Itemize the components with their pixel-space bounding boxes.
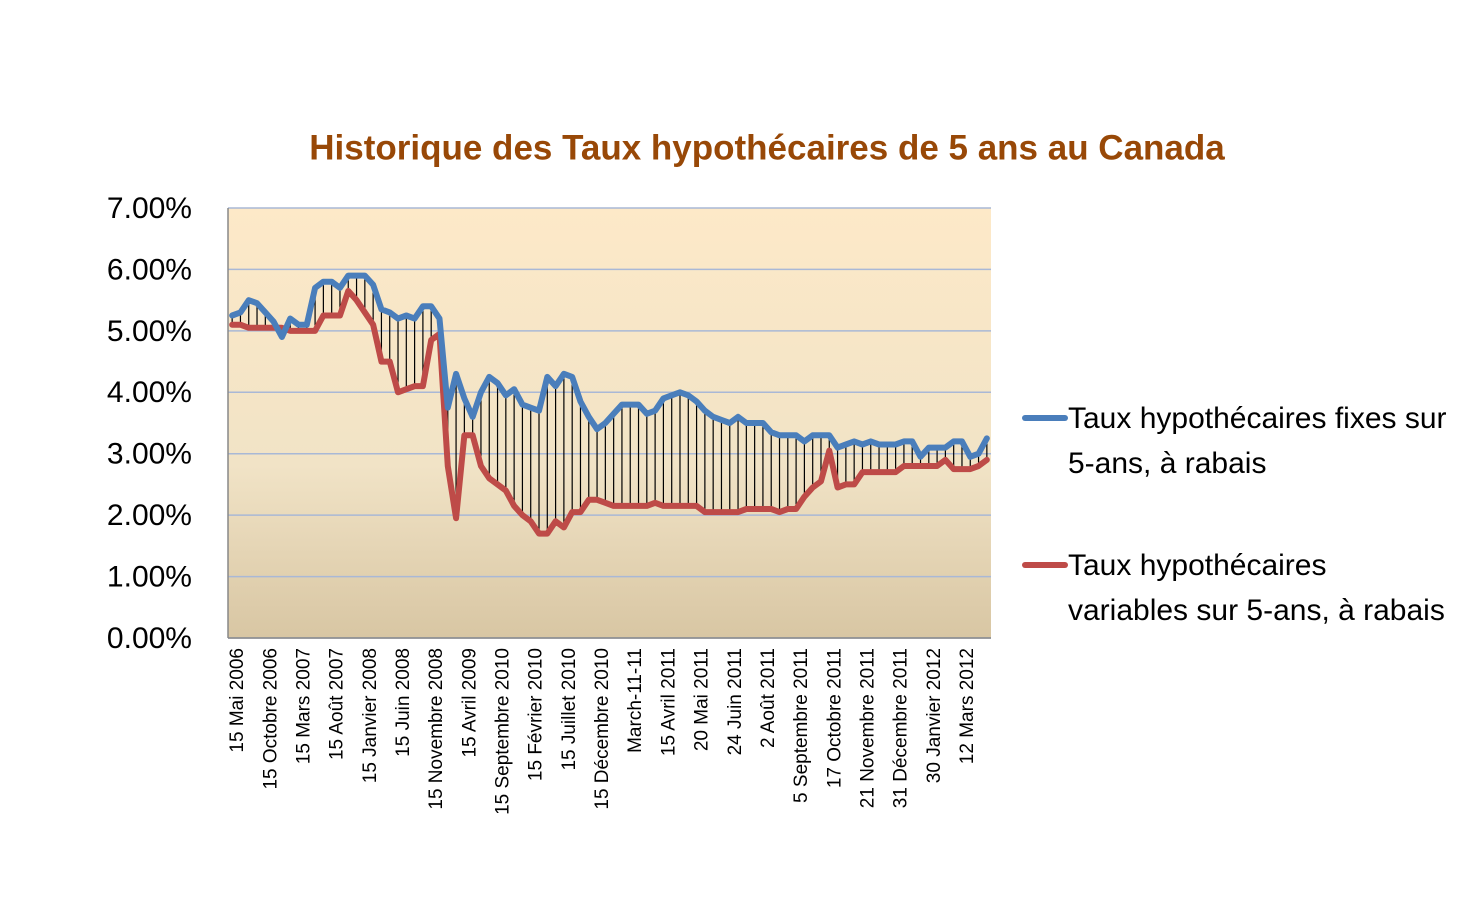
chart-title: Historique des Taux hypothécaires de 5 a… <box>309 128 1225 167</box>
x-tick-label: 12 Mars 2012 <box>957 648 978 764</box>
plot-area <box>228 208 991 638</box>
y-tick-label: 7.00% <box>107 192 192 225</box>
y-tick-label: 3.00% <box>107 438 192 471</box>
x-tick-label: 15 Mars 2007 <box>294 648 315 764</box>
y-tick-label: 0.00% <box>107 622 192 655</box>
x-tick-label: 15 Mai 2006 <box>227 648 248 753</box>
y-tick-label: 1.00% <box>107 560 192 593</box>
x-tick-label: 2 Août 2011 <box>758 648 779 748</box>
x-tick-label: 15 Octobre 2006 <box>260 648 281 790</box>
x-tick-label: 15 Décembre 2010 <box>592 648 613 810</box>
x-tick-label: 15 Janvier 2008 <box>360 648 381 783</box>
x-tick-label: 15 Avril 2009 <box>459 648 480 758</box>
x-tick-label: 15 Août 2007 <box>327 648 348 760</box>
x-tick-label: 15 Février 2010 <box>526 648 547 781</box>
x-tick-label: March-11-11 <box>625 648 646 753</box>
x-tick-label: 15 Avril 2011 <box>658 648 679 756</box>
legend-swatch <box>1022 562 1068 568</box>
y-tick-label: 4.00% <box>107 376 192 409</box>
x-tick-label: 15 Juillet 2010 <box>559 648 580 771</box>
series-line <box>229 287 990 537</box>
x-tick-label: 15 Juin 2008 <box>393 648 414 757</box>
x-tick-label: 24 Juin 2011 <box>725 648 746 755</box>
legend-label: Taux hypothécaires variables sur 5-ans, … <box>1068 549 1445 627</box>
y-tick-label: 5.00% <box>107 315 192 348</box>
x-tick-label: 30 Janvier 2012 <box>924 648 945 783</box>
y-tick-label: 6.00% <box>107 253 192 286</box>
legend-label: Taux hypothécaires fixes sur 5-ans, à ra… <box>1068 402 1447 480</box>
x-tick-label: 21 Novembre 2011 <box>857 648 878 808</box>
x-tick-label: 31 Décembre 2011 <box>891 648 912 808</box>
x-tick-label: 5 Septembre 2011 <box>791 648 812 803</box>
y-tick-label: 2.00% <box>107 499 192 532</box>
x-tick-label: 20 Mai 2011 <box>692 648 713 751</box>
series-line <box>229 272 990 460</box>
legend-swatch <box>1022 415 1068 421</box>
x-tick-label: 15 Septembre 2010 <box>493 648 514 815</box>
x-tick-label: 17 Octobre 2011 <box>824 648 845 788</box>
x-tick-label: 15 Novembre 2008 <box>426 648 447 810</box>
